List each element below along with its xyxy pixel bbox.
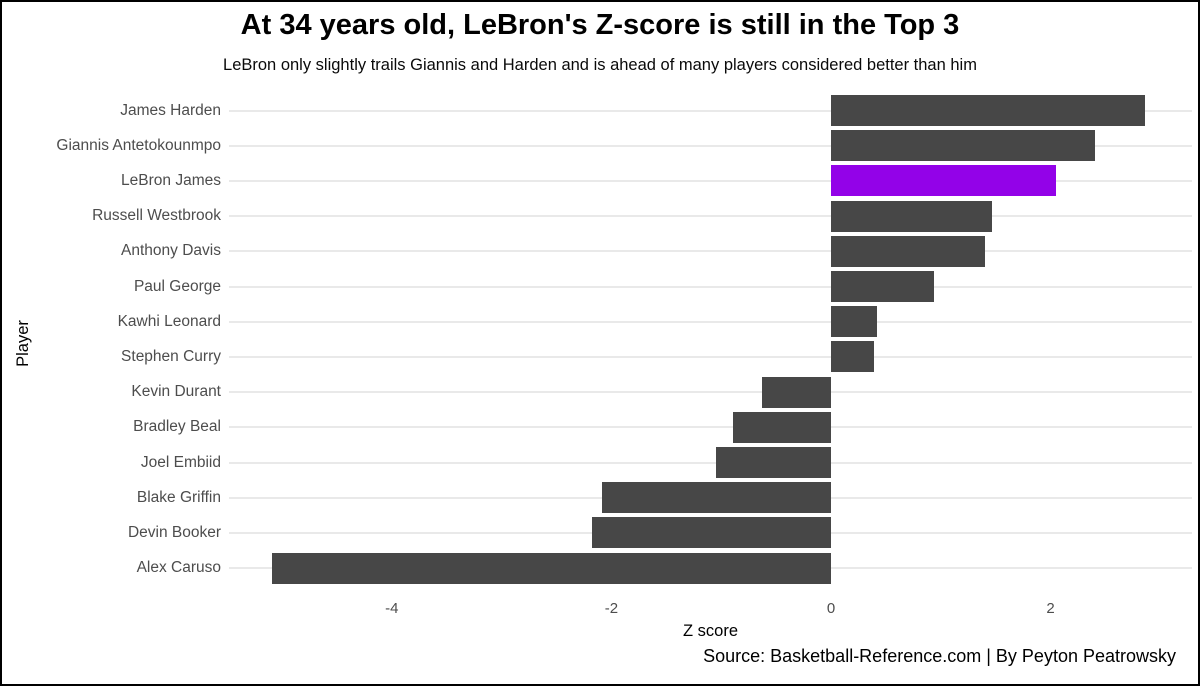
gridline: [229, 250, 1192, 253]
gridline: [229, 285, 1192, 288]
y-tick-label-bradley-beal: Bradley Beal: [133, 418, 221, 436]
bar-anthony-davis: [831, 235, 985, 267]
y-tick-label-devin-booker: Devin Booker: [127, 523, 221, 541]
bar-russell-westbrook: [831, 200, 993, 232]
x-tick-label-2: 2: [1046, 600, 1055, 617]
y-tick-label-lebron-james: LeBron James: [121, 171, 221, 189]
bar-joel-embiid: [715, 447, 831, 478]
bar-james-harden: [831, 95, 1146, 126]
y-tick-label-russell-westbrook: Russell Westbrook: [92, 207, 221, 225]
bar-bradley-beal: [733, 411, 831, 443]
bar-alex-caruso: [272, 552, 831, 584]
x-tick-label-0: 0: [826, 600, 836, 617]
y-tick-label-joel-embiid: Joel Embiid: [140, 453, 221, 471]
x-axis-title: Z score: [682, 622, 738, 640]
chart-subtitle: LeBron only slightly trails Giannis and …: [223, 56, 977, 74]
gridline: [229, 320, 1192, 323]
x-tick-label-neg4: -4: [385, 600, 399, 617]
bar-paul-george: [831, 271, 935, 302]
y-tick-label-paul-george: Paul George: [133, 277, 221, 295]
bar-kawhi-leonard: [831, 306, 878, 338]
y-tick-label-kawhi-leonard: Kawhi Leonard: [117, 312, 221, 330]
gridline: [229, 179, 1192, 182]
bar-kevin-durant: [761, 376, 831, 408]
bar-blake-griffin: [601, 482, 831, 514]
y-tick-label-blake-griffin: Blake Griffin: [136, 488, 221, 506]
chart-title: At 34 years old, LeBron's Z-score is sti…: [240, 9, 960, 41]
gridline: [229, 144, 1192, 147]
x-tick-label-neg2: -2: [604, 600, 619, 617]
y-tick-label-kevin-durant: Kevin Durant: [131, 383, 221, 401]
y-tick-label-james-harden: James Harden: [120, 101, 221, 119]
source-caption: Source: Basketball-Reference.com | By Pe…: [703, 646, 1176, 666]
bar-giannis-antetokounmpo: [831, 130, 1095, 162]
y-tick-label-giannis-antetokounmpo: Giannis Antetokounmpo: [56, 136, 221, 154]
gridline: [229, 109, 1192, 112]
gridline: [229, 461, 1192, 464]
gridline: [229, 355, 1192, 358]
y-tick-label-stephen-curry: Stephen Curry: [121, 347, 221, 365]
bar-lebron-james: [831, 165, 1057, 197]
gridline: [229, 391, 1192, 394]
y-tick-label-anthony-davis: Anthony Davis: [121, 242, 221, 260]
bar-stephen-curry: [831, 341, 874, 373]
y-tick-label-alex-caruso: Alex Caruso: [136, 559, 221, 577]
bar-devin-booker: [591, 517, 831, 549]
gridline: [229, 215, 1192, 218]
gridline: [229, 426, 1192, 429]
